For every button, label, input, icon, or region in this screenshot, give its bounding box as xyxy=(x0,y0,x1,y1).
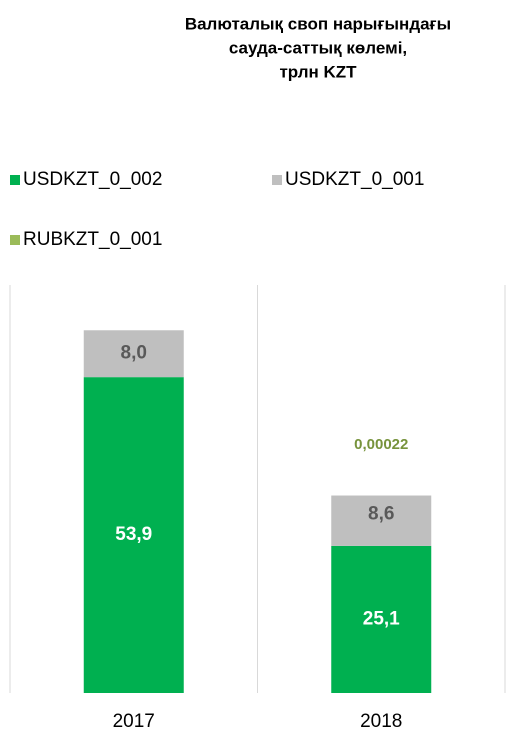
legend-label: USDKZT_0_001 xyxy=(285,169,424,190)
data-label: 8,0 xyxy=(121,343,147,364)
bar-segment xyxy=(331,495,432,546)
bar-segment xyxy=(83,330,184,378)
bar-segment xyxy=(331,545,432,693)
x-tick-label: 2017 xyxy=(113,711,155,732)
data-label: 25,1 xyxy=(363,608,400,629)
x-tick-label: 2018 xyxy=(360,711,402,732)
data-label: 0,00022 xyxy=(354,436,408,453)
bar-segment xyxy=(83,377,184,693)
data-label: 8,6 xyxy=(368,504,394,525)
legend-label: USDKZT_0_002 xyxy=(23,169,162,190)
chart-title: трлн KZT xyxy=(279,62,357,81)
legend-swatch xyxy=(272,175,282,185)
chart-title: Валюталық своп нарығындағы xyxy=(185,14,451,33)
legend-swatch xyxy=(10,235,20,245)
chart-title: сауда-саттық көлемі, xyxy=(229,38,407,57)
legend-label: RUBKZT_0_001 xyxy=(23,229,162,250)
data-label: 53,9 xyxy=(115,524,152,545)
legend-swatch xyxy=(10,175,20,185)
